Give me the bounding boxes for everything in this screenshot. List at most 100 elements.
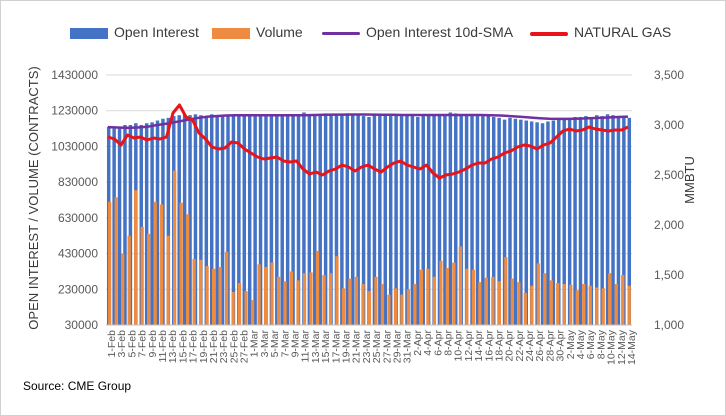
open-interest-bar (508, 117, 512, 325)
open-interest-bar (464, 115, 469, 325)
open-interest-bar (454, 113, 458, 326)
open-interest-bar (112, 128, 116, 325)
x-tick-label: 25-Mar (371, 330, 383, 364)
open-interest-bar (350, 114, 355, 326)
x-tick-label: 24-Apr (524, 329, 536, 361)
volume-bar (108, 201, 112, 325)
volume-bar (614, 283, 618, 325)
open-interest-bar (247, 114, 252, 326)
x-tick-label: 25-Feb (228, 330, 240, 363)
x-tick-label: 29-Mar (392, 330, 404, 364)
volume-bar (114, 197, 118, 325)
volume-bar (186, 214, 190, 325)
volume-bar (497, 281, 501, 325)
x-tick-label: 11-Feb (157, 330, 169, 363)
volume-bar (465, 268, 469, 325)
open-interest-bar (405, 115, 409, 325)
open-interest-bar (242, 115, 247, 325)
x-tick-label: 27-Mar (381, 330, 393, 364)
x-tick-label: 9-Mar (290, 329, 302, 357)
line-layer (107, 103, 629, 180)
open-interest-bar (318, 114, 322, 326)
volume-bar (231, 291, 235, 325)
open-interest-bar (253, 116, 257, 325)
gas-line (107, 103, 629, 180)
volume-bar (322, 275, 326, 325)
volume-bar (387, 294, 391, 325)
x-tick-label: 12-May (616, 329, 628, 365)
volume-bar (543, 273, 547, 325)
volume-bar (426, 268, 430, 325)
volume-bar (211, 268, 216, 325)
open-interest-bar (616, 116, 621, 325)
x-tick-label: 8-May (595, 329, 607, 359)
volume-bar (160, 204, 164, 325)
open-interest-bar (611, 115, 615, 325)
open-interest-bar (123, 125, 127, 325)
open-interest-bar (426, 114, 431, 326)
open-interest-bar (437, 115, 442, 325)
x-tick-label: 21-Mar (351, 330, 363, 364)
open-interest-bar (578, 116, 583, 325)
open-interest-bar (372, 114, 377, 326)
open-interest-bar (524, 120, 528, 326)
y2-axis-label: MMBTU (682, 156, 697, 204)
open-interest-bar (399, 116, 404, 325)
legend-label-volume: Volume (256, 24, 303, 40)
x-tick-label: 8-Apr (443, 330, 455, 356)
open-interest-bar (605, 114, 610, 326)
volume-bar (289, 271, 294, 325)
open-interest-bar (220, 116, 225, 325)
open-interest-bar (388, 116, 393, 325)
volume-bar (575, 290, 579, 325)
x-tick-label: 23-Feb (218, 330, 230, 363)
open-interest-bar (421, 116, 425, 325)
open-interest-bar (166, 117, 171, 325)
open-interest-bar (237, 114, 241, 326)
open-interest-bar (264, 116, 268, 325)
y2-tick-label: 3,500 (654, 68, 684, 82)
open-interest-bar (269, 114, 274, 326)
x-tick-label: 13-Mar (310, 330, 322, 364)
open-interest-bar (383, 115, 388, 325)
open-interest-bar (285, 114, 290, 326)
x-tick-label: 9-Feb (147, 330, 159, 358)
volume-bar (588, 285, 592, 325)
y-tick-label: 830000 (58, 175, 98, 189)
x-tick-label: 31-Mar (402, 330, 414, 364)
y-tick-label: 430000 (58, 247, 98, 261)
y-tick-label: 1430000 (51, 68, 98, 82)
open-interest-bar (361, 116, 366, 325)
x-tick-label: 27-Feb (239, 330, 251, 363)
open-interest-bar (307, 114, 312, 326)
y-tick-label: 1030000 (51, 139, 98, 153)
open-interest-bar (529, 121, 534, 325)
volume-bar (147, 233, 151, 325)
volume-bar (153, 201, 157, 325)
open-interest-bar (226, 115, 230, 325)
x-tick-label: 6-Apr (432, 330, 444, 356)
open-interest-bar (562, 118, 566, 325)
volume-bar (601, 288, 605, 325)
x-tick-label: 30-Apr (555, 329, 567, 361)
volume-bar (510, 278, 514, 325)
volume-bar (406, 289, 411, 325)
volume-bar (374, 276, 378, 325)
open-interest-bar (199, 115, 203, 325)
x-tick-label: 10-Apr (453, 329, 465, 361)
open-interest-bar (117, 126, 122, 326)
x-tick-label: 5-Mar (269, 329, 281, 357)
volume-bar (517, 282, 521, 325)
volume-bar (452, 262, 456, 325)
volume-bar (530, 285, 534, 325)
x-tick-label: 3-Mar (259, 329, 271, 357)
x-tick-label: 15-Mar (320, 330, 332, 364)
open-interest-bar (193, 114, 198, 326)
volume-bar (549, 280, 553, 325)
volume-bar (478, 282, 482, 325)
volume-bar (328, 273, 333, 325)
volume-bar (445, 267, 450, 325)
x-tick-label: 22-Apr (514, 329, 526, 361)
x-tick-label: 28-Apr (544, 329, 556, 361)
x-tick-label: 18-Apr (494, 329, 506, 361)
